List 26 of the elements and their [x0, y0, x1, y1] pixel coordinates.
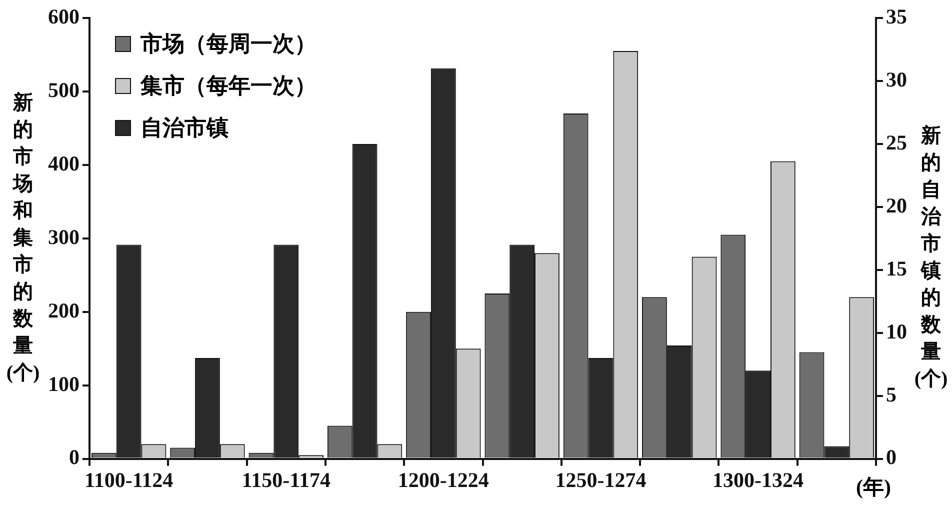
- y-tick-label: 200: [48, 298, 80, 322]
- y2-tick-label: 30: [886, 67, 907, 92]
- y-tick-label: 400: [48, 151, 80, 176]
- legend-label: 市场（每周一次）: [140, 30, 316, 58]
- y2-tick-label: 35: [886, 4, 907, 28]
- x-tick-label: 1150-1174: [242, 468, 331, 492]
- x-tick-label: 1250-1274: [555, 468, 647, 492]
- x-tick-label: 1100-1124: [84, 468, 174, 492]
- x-tick-label: 1200-1224: [398, 468, 490, 492]
- legend-label: 集市（每年一次）: [140, 72, 316, 100]
- x-axis-title: (年): [856, 474, 891, 501]
- y2-tick-label: 15: [886, 256, 907, 280]
- text: 新的自治市镇的数量(个): [914, 125, 948, 390]
- y-tick-label: 100: [48, 372, 80, 396]
- legend-label: 自治市镇: [140, 114, 228, 142]
- y2-tick-label: 25: [886, 130, 907, 154]
- y2-tick-label: 5: [886, 382, 896, 406]
- y2-tick-label: 10: [886, 319, 907, 344]
- y2-tick-label: 20: [886, 193, 907, 218]
- y2-tick-label: 0: [886, 445, 896, 470]
- y-tick-label: 0: [69, 445, 80, 470]
- y-tick-label: 600: [48, 4, 80, 28]
- y-tick-label: 500: [48, 78, 80, 102]
- y-tick-label: 300: [48, 224, 80, 249]
- x-tick-label: 1300-1324: [712, 468, 804, 492]
- text: 新的市场和集市的数量(个): [6, 92, 40, 384]
